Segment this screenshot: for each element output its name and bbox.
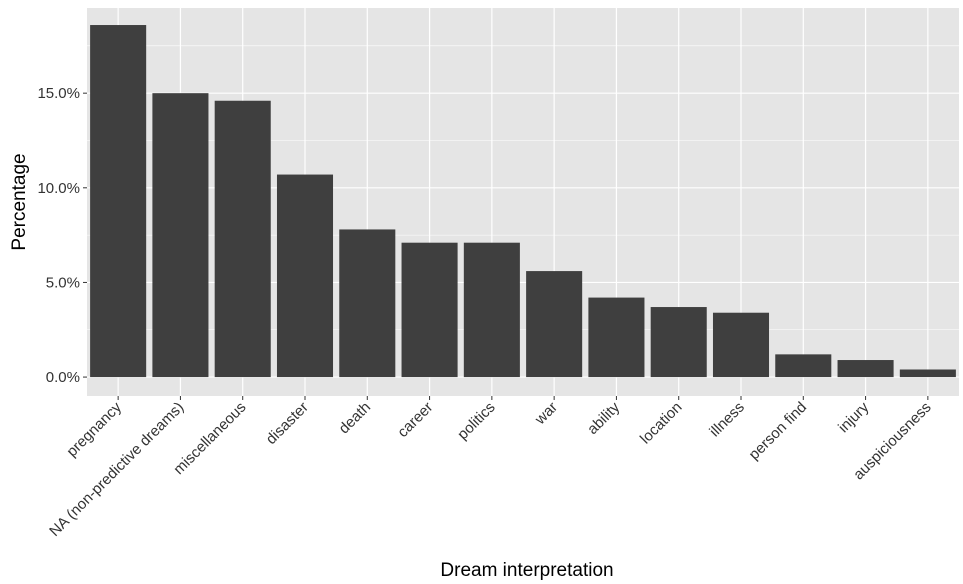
x-tick-label: pregnancy [63,398,125,460]
x-tick-label: location [637,399,686,448]
y-axis: 0.0% 5.0% 10.0% 15.0% [37,85,87,386]
bar [588,297,645,378]
x-tick-label: ability [584,398,623,437]
bar [152,93,209,378]
bar [214,100,271,378]
bar [712,312,770,378]
y-tick-label: 5.0% [46,274,80,291]
bar [650,307,707,378]
bar [837,360,894,378]
x-tick-label: death [336,399,375,438]
bar [526,271,583,378]
bar [899,369,956,378]
y-tick-label: 15.0% [37,85,80,102]
bar [276,174,334,378]
x-tick-label: NA (non-predictive dreams) [46,399,187,540]
bars [90,25,956,378]
y-tick-label: 0.0% [46,369,80,386]
x-axis-title: Dream interpretation [440,560,613,581]
y-tick-label: 10.0% [37,180,80,197]
x-tick-label: person find [746,399,811,464]
x-tick-label: injury [835,398,873,436]
x-tick-label: career [394,399,436,441]
bar [90,25,147,378]
bar [775,354,832,378]
x-tick-label: war [531,399,561,429]
x-tick-label: disaster [263,399,312,448]
x-tick-label: illness [706,399,747,440]
bar [401,242,458,378]
bar [463,242,520,378]
bar [339,229,396,378]
y-axis-title: Percentage [9,153,30,250]
x-tick-label: politics [454,399,498,443]
